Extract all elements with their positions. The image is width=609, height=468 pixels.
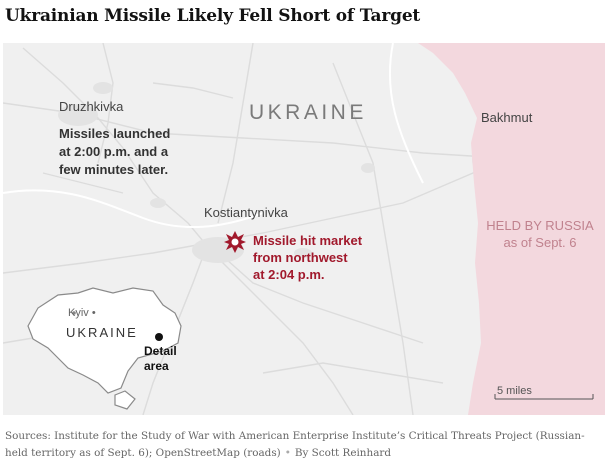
country-label: UKRAINE <box>249 101 367 124</box>
ukraine-inset-map <box>27 287 182 410</box>
inset-detail-area-label: Detail area <box>144 344 177 373</box>
held-by-russia-line1: HELD BY RUSSIA <box>486 218 594 233</box>
crimea-outline <box>114 390 136 410</box>
detail-area-dot <box>155 333 163 341</box>
inset-kyiv-name: Kyiv <box>68 307 89 319</box>
map-canvas <box>3 43 605 415</box>
held-by-russia-line2: as of Sept. 6 <box>503 235 577 250</box>
label-kostiantynivka: Kostiantynivka <box>204 205 288 220</box>
missiles-launched-note: Missiles launched at 2:00 p.m. and a few… <box>59 126 171 177</box>
separator-dot: • <box>284 447 291 459</box>
label-bakhmut: Bakhmut <box>481 110 533 125</box>
scale-label: 5 miles <box>497 385 532 397</box>
sources-text: Sources: Institute for the Study of War … <box>5 430 585 459</box>
kyiv-dot <box>72 311 76 315</box>
label-druzhkivka: Druzhkivka <box>59 99 124 114</box>
inset-country-label: UKRAINE <box>66 325 138 340</box>
sources-note: Sources: Institute for the Study of War … <box>5 428 605 462</box>
missile-hit-marker <box>224 231 246 253</box>
missile-hit-note: Missile hit market from northwest at 2:0… <box>253 233 363 282</box>
ukraine-outline <box>27 287 182 394</box>
map-title: Ukrainian Missile Likely Fell Short of T… <box>5 6 421 26</box>
scale-bar <box>494 394 594 400</box>
rivers <box>3 43 424 229</box>
map-area: Druzhkivka Missiles launched at 2:00 p.m… <box>3 43 605 415</box>
held-by-russia-label: HELD BY RUSSIA as of Sept. 6 <box>478 217 602 251</box>
inset-kyiv-label: Kyiv • <box>68 307 96 319</box>
russia-held-territory <box>418 43 605 415</box>
byline: By Scott Reinhard <box>294 447 392 459</box>
